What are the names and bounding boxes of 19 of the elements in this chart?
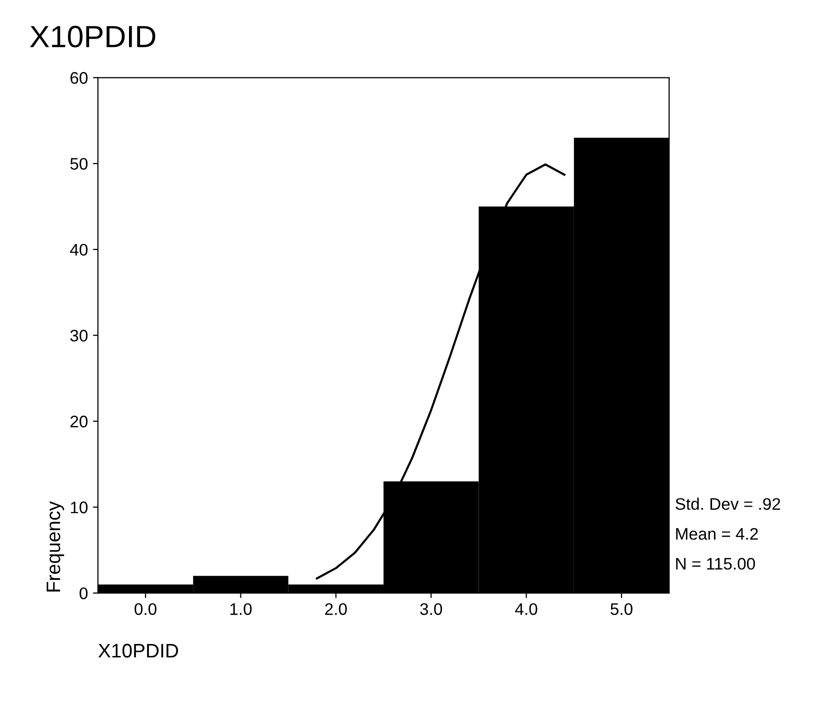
- y-tick-label: 40: [70, 244, 88, 256]
- x-tick-label: 4.0: [515, 603, 538, 616]
- x-tick-label: 3.0: [420, 603, 442, 616]
- y-axis-title: Frequency: [46, 501, 64, 592]
- text: N = 115.00: [676, 558, 755, 570]
- y-tick-label: 60: [70, 72, 88, 84]
- y-tick-label: 50: [70, 158, 88, 170]
- x-tick-label: 1.0: [230, 603, 252, 616]
- y-tick-label: 0: [80, 587, 88, 600]
- text: Mean = 4.2: [676, 528, 758, 540]
- x-tick-label: 2.0: [325, 603, 347, 616]
- x-tick-label: 5.0: [610, 603, 632, 616]
- x-axis-title: X10PDID: [98, 644, 178, 658]
- text: Std. Dev = .92: [676, 498, 780, 510]
- y-tick-label: 10: [70, 502, 88, 514]
- y-tick-label: 20: [70, 416, 88, 428]
- y-tick-label: 30: [70, 330, 88, 342]
- x-tick-label: 0.0: [134, 603, 156, 616]
- chart-title: X10PDID: [30, 26, 156, 48]
